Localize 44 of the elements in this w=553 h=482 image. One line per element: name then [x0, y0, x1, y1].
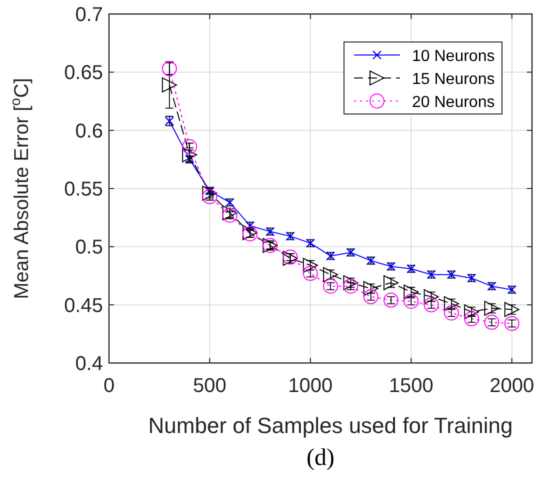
point: [202, 186, 218, 201]
point: [484, 314, 500, 330]
point: [464, 311, 480, 326]
point: [323, 278, 338, 294]
x-tick-label: 1000: [288, 375, 333, 397]
x-tick-label: 1500: [388, 375, 434, 397]
point: [484, 300, 500, 316]
legend-label: 10 Neurons: [412, 48, 495, 65]
x-tick-label: 0: [103, 375, 115, 397]
point: [444, 296, 459, 312]
point: [384, 292, 398, 308]
point: [343, 278, 358, 294]
y-tick-label: 0.65: [64, 62, 103, 84]
y-tick-label: 0.4: [75, 353, 103, 375]
point: [363, 281, 378, 296]
y-tick-label: 0.6: [75, 120, 103, 142]
y-tick-label: 0.7: [75, 4, 103, 26]
text: (d): [306, 445, 334, 471]
point: [464, 304, 480, 320]
point: [504, 316, 520, 331]
point: [302, 266, 318, 281]
x-tick-label: 2000: [490, 375, 534, 397]
point: [384, 275, 398, 290]
point: [202, 189, 218, 204]
point: [404, 294, 419, 309]
point: [504, 302, 520, 317]
y-tick-label: 0.5: [75, 236, 103, 259]
point: [182, 139, 198, 154]
y-tick-label: 0.55: [64, 178, 103, 200]
point: [323, 267, 338, 282]
point: [302, 258, 318, 273]
x-tick-label: 500: [193, 375, 226, 397]
x-axis-title: Number of Samples used for Training: [148, 413, 513, 438]
point: [162, 77, 177, 92]
point: [343, 275, 358, 290]
legend-label: 15 Neurons: [412, 71, 495, 88]
point: [424, 289, 439, 304]
legend-label: 20 Neurons: [412, 94, 495, 111]
point: [363, 289, 378, 304]
point: [404, 284, 419, 300]
point: [424, 297, 439, 312]
point: [182, 147, 198, 162]
point: [444, 305, 459, 320]
y-tick-label: 0.45: [64, 294, 103, 317]
